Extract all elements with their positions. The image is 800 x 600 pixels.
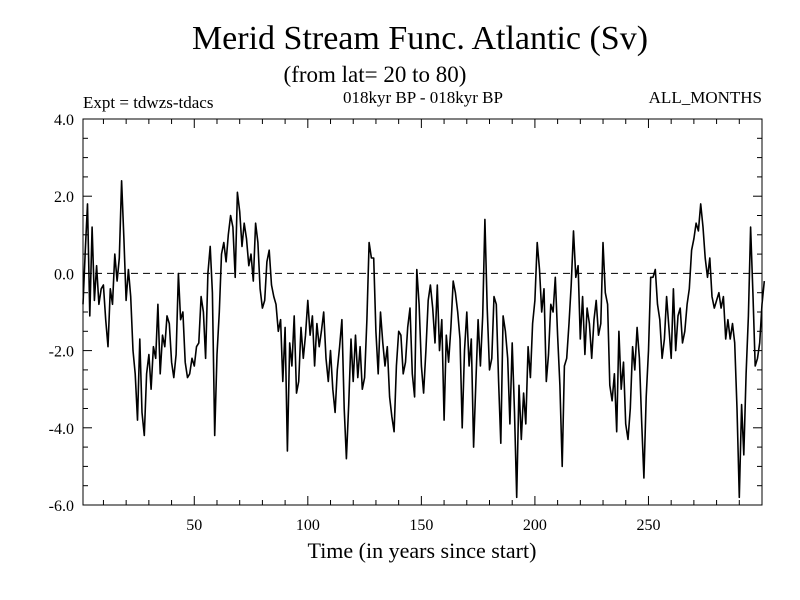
y-tick-label: 0.0: [54, 266, 74, 283]
y-tick-label: 2.0: [54, 189, 74, 206]
axis-tick-labels: -6.0 -4.0 -2.0 0.0 2.0 4.0 50 100 150 200 250: [49, 112, 661, 534]
y-tick-label: 4.0: [54, 112, 74, 129]
y-tick-label: -4.0: [49, 421, 74, 438]
series-line: [82, 180, 766, 499]
x-axis-label: Time (in years since start): [308, 538, 537, 563]
annotation-experiment: Expt = tdwzs-tdacs: [83, 93, 213, 112]
chart-subtitle: (from lat= 20 to 80): [284, 62, 467, 87]
x-tick-label: 200: [523, 517, 547, 534]
annotation-period: 018kyr BP - 018kyr BP: [343, 88, 503, 107]
x-tick-label: 100: [296, 517, 320, 534]
chart-title: Merid Stream Func. Atlantic (Sv): [192, 20, 648, 57]
x-tick-label: 50: [186, 517, 202, 534]
plot-frame: [82, 118, 763, 506]
y-tick-label: -6.0: [49, 498, 74, 515]
x-tick-label: 150: [409, 517, 433, 534]
x-tick-label: 250: [636, 517, 660, 534]
y-tick-label: -2.0: [49, 344, 74, 361]
axis-ticks: [83, 118, 762, 506]
annotation-months: ALL_MONTHS: [649, 88, 762, 107]
